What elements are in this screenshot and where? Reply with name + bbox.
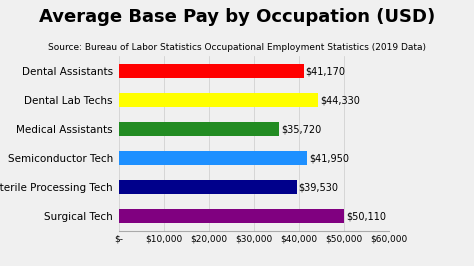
Bar [118, 151, 308, 165]
Text: Average Base Pay by Occupation (USD): Average Base Pay by Occupation (USD) [39, 8, 435, 26]
Text: $39,530: $39,530 [298, 182, 338, 192]
Text: Source: Bureau of Labor Statistics Occupational Employment Statistics (2019 Data: Source: Bureau of Labor Statistics Occup… [48, 43, 426, 52]
Bar [118, 209, 344, 223]
Bar [118, 93, 318, 107]
Text: $44,330: $44,330 [320, 95, 360, 105]
Text: $50,110: $50,110 [346, 211, 386, 221]
Bar [118, 180, 297, 194]
Text: $41,170: $41,170 [306, 66, 346, 76]
Bar [118, 64, 304, 78]
Bar [118, 122, 279, 136]
Text: $35,720: $35,720 [281, 124, 321, 134]
Text: $41,950: $41,950 [309, 153, 349, 163]
